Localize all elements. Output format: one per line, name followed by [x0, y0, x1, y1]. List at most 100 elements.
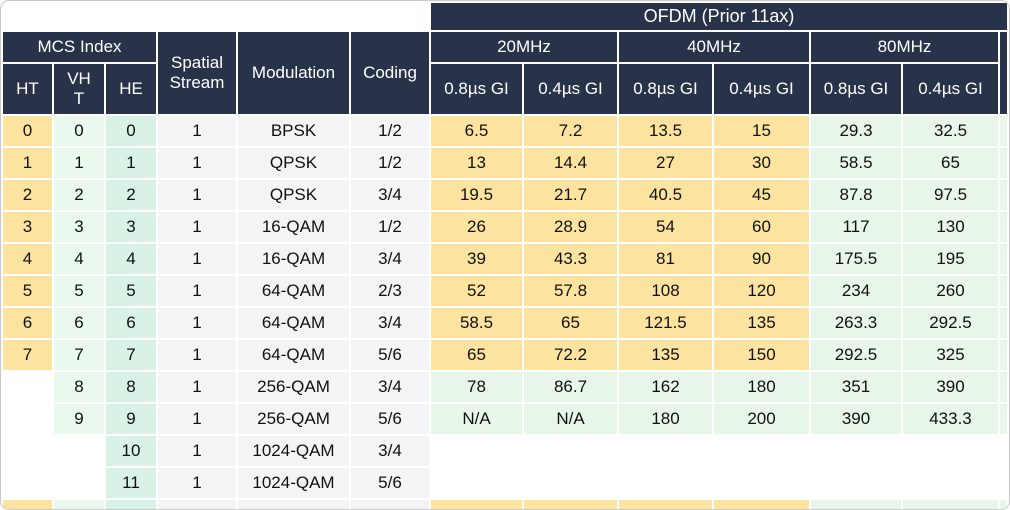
- cell-overflow: [1000, 244, 1007, 274]
- cell-spatial-stream: 1: [158, 148, 236, 178]
- cell-rate: 28.9: [524, 212, 617, 242]
- cell-rate: 200: [714, 404, 809, 434]
- cell-spatial-stream: 1: [158, 244, 236, 274]
- cell-modulation: 64-QAM: [238, 308, 349, 338]
- cell-ht: 4: [3, 244, 52, 274]
- cell-he: [106, 500, 156, 509]
- gi-04-header-40mhz: 0.4µs GI: [714, 64, 809, 114]
- table-row: 0 0 0 1 BPSK 1/2 6.5 7.2 13.5 15 29.3 32.5: [3, 116, 1007, 146]
- cell-spatial-stream: [158, 500, 236, 509]
- cell-vht: 6: [54, 308, 104, 338]
- table-row: 5 5 5 1 64-QAM 2/3 52 57.8 108 120 234 260: [3, 276, 1007, 306]
- cell-rate: [431, 436, 522, 466]
- cell-rate: 60: [714, 212, 809, 242]
- cell-overflow: [1000, 212, 1007, 242]
- cell-rate: 6.5: [431, 116, 522, 146]
- cell-overflow: [1000, 116, 1007, 146]
- cell-vht: [54, 500, 104, 509]
- cell-rate: 43.3: [524, 244, 617, 274]
- cell-vht: [54, 468, 104, 498]
- cell-rate: 351: [811, 372, 901, 402]
- cell-rate: 72.2: [524, 340, 617, 370]
- cell-coding: 5/6: [351, 404, 429, 434]
- cell-he: 8: [106, 372, 156, 402]
- cell-rate: 292.5: [903, 308, 998, 338]
- cell-rate: 433.3: [903, 404, 998, 434]
- cell-spatial-stream: 1: [158, 212, 236, 242]
- cell-overflow: [1000, 148, 1007, 178]
- table-header: OFDM (Prior 11ax) MCS Index Spatial Stre…: [3, 3, 1007, 114]
- cell-coding: 5/6: [351, 468, 429, 498]
- cell-vht: 3: [54, 212, 104, 242]
- cell-rate: 7.2: [524, 116, 617, 146]
- cell-he: 6: [106, 308, 156, 338]
- cell-overflow: [1000, 340, 1007, 370]
- cell-rate: N/A: [524, 404, 617, 434]
- cell-he: 7: [106, 340, 156, 370]
- cell-rate: 121.5: [619, 308, 712, 338]
- header-row-groups: MCS Index Spatial Stream Modulation Codi…: [3, 32, 1007, 114]
- cell-rate: N/A: [431, 404, 522, 434]
- cell-rate: 58.5: [431, 308, 522, 338]
- table-row: 7 7 7 1 64-QAM 5/6 65 72.2 135 150 292.5 325: [3, 340, 1007, 370]
- cell-modulation: QPSK: [238, 180, 349, 210]
- ht-column-header: HT: [3, 64, 52, 114]
- cell-rate: [714, 436, 809, 466]
- cell-coding: [351, 500, 429, 509]
- cell-he: 2: [106, 180, 156, 210]
- cell-ht: [3, 468, 52, 498]
- cell-he: 5: [106, 276, 156, 306]
- gi-08-header-20mhz: 0.8µs GI: [431, 64, 522, 114]
- cell-rate: [524, 436, 617, 466]
- cell-ht: [3, 372, 52, 402]
- cell-he: 3: [106, 212, 156, 242]
- cell-rate: [811, 468, 901, 498]
- cell-rate: 19.5: [431, 180, 522, 210]
- band-40mhz-header: 40MHz: [619, 32, 809, 62]
- cell-coding: 1/2: [351, 148, 429, 178]
- cell-overflow: [1000, 308, 1007, 338]
- cell-rate: 260: [903, 276, 998, 306]
- cell-rate: [524, 468, 617, 498]
- cell-rate: 45: [714, 180, 809, 210]
- cell-ht: [3, 436, 52, 466]
- cell-rate: [811, 500, 901, 509]
- cell-vht: 0: [54, 116, 104, 146]
- cell-he: 0: [106, 116, 156, 146]
- cell-rate: 54: [619, 212, 712, 242]
- cell-rate: 26: [431, 212, 522, 242]
- gi-04-header-80mhz: 0.4µs GI: [903, 64, 998, 114]
- cell-modulation: 16-QAM: [238, 212, 349, 242]
- cell-rate: 97.5: [903, 180, 998, 210]
- table-row: 6 6 6 1 64-QAM 3/4 58.5 65 121.5 135 263.3 292.5: [3, 308, 1007, 338]
- table-row: 3 3 3 1 16-QAM 1/2 26 28.9 54 60 117 130: [3, 212, 1007, 242]
- cell-spatial-stream: 1: [158, 436, 236, 466]
- cell-rate: [431, 468, 522, 498]
- cell-coding: 2/3: [351, 276, 429, 306]
- cell-rate: 234: [811, 276, 901, 306]
- gi-04-header-20mhz: 0.4µs GI: [524, 64, 617, 114]
- cell-rate: [714, 500, 809, 509]
- cell-coding: 3/4: [351, 244, 429, 274]
- cell-spatial-stream: 1: [158, 372, 236, 402]
- cell-ht: 5: [3, 276, 52, 306]
- header-row-ofdm: OFDM (Prior 11ax): [3, 3, 1007, 30]
- cell-modulation: 256-QAM: [238, 372, 349, 402]
- cell-ht: 1: [3, 148, 52, 178]
- cell-rate: 180: [619, 404, 712, 434]
- cell-overflow: [1000, 276, 1007, 306]
- cell-rate: [619, 468, 712, 498]
- cell-rate: [903, 436, 998, 466]
- cell-spatial-stream: 1: [158, 404, 236, 434]
- cell-coding: 3/4: [351, 180, 429, 210]
- cell-rate: 65: [431, 340, 522, 370]
- cell-ht: 7: [3, 340, 52, 370]
- he-column-header: HE: [106, 64, 156, 114]
- cell-rate: 27: [619, 148, 712, 178]
- cell-rate: 52: [431, 276, 522, 306]
- cell-spatial-stream: 1: [158, 340, 236, 370]
- cell-spatial-stream: 1: [158, 308, 236, 338]
- cell-rate: [431, 500, 522, 509]
- spatial-stream-header: Spatial Stream: [158, 32, 236, 114]
